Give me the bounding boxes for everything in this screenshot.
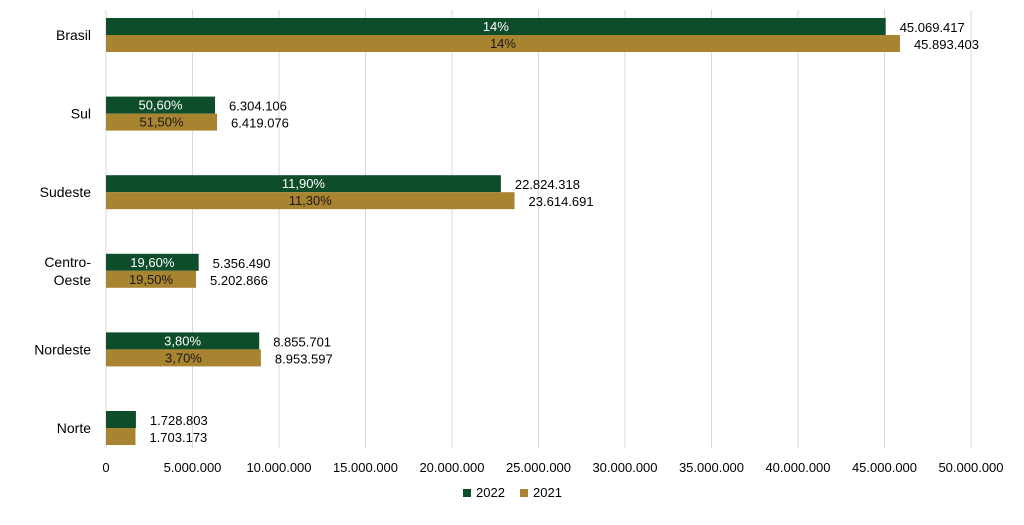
x-tick-label: 50.000.000 xyxy=(938,460,1003,475)
legend: 2022 2021 xyxy=(463,485,562,500)
bar-value-label: 8.855.701 xyxy=(273,334,331,349)
legend-label: 2022 xyxy=(476,485,505,500)
bar-2021 xyxy=(106,35,900,52)
bar-percent-label: 50,60% xyxy=(138,98,183,113)
bars: 14% 45.069.417 14% 45.893.403 50,60% 6.304.10… xyxy=(106,18,979,445)
bar-percent-label: 14% xyxy=(490,36,516,51)
bar-percent-label: 19,60% xyxy=(130,255,175,270)
x-axis-ticks: 0 5.000.000 10.000.000 15.000.000 20.000.000… xyxy=(102,460,1003,475)
bar-2022 xyxy=(106,96,216,114)
bar-percent-label: 51,50% xyxy=(139,115,184,130)
bar-2022 xyxy=(106,18,886,35)
bar-2022 xyxy=(106,175,501,193)
bar-value-label: 5.202.866 xyxy=(210,273,268,288)
bar-2021 xyxy=(106,113,218,131)
x-tick-label: 5.000.000 xyxy=(164,460,222,475)
bar-2022 xyxy=(106,332,260,350)
x-tick-label: 30.000.000 xyxy=(592,460,657,475)
legend-swatch xyxy=(463,489,471,497)
bar-percent-label: 11,90% xyxy=(282,176,326,191)
x-tick-label: 10.000.000 xyxy=(246,460,311,475)
bar-value-label: 22.824.318 xyxy=(515,177,580,192)
bar-2021 xyxy=(106,192,515,210)
category-label: Centro- xyxy=(44,254,91,270)
bar-percent-label: 3,80% xyxy=(164,333,201,348)
x-tick-label: 25.000.000 xyxy=(506,460,571,475)
category-label: Norte xyxy=(57,420,91,436)
bar-percent-label: 14% xyxy=(483,19,509,34)
bar-value-label: 5.356.490 xyxy=(213,256,271,271)
category-labels: Brasil Sul Sudeste Centro- Oeste Nordeste Nort… xyxy=(34,27,91,436)
bar-2022 xyxy=(106,253,199,271)
bar-2022 xyxy=(106,411,136,428)
bar-value-label: 23.614.691 xyxy=(529,194,594,209)
x-tick-label: 15.000.000 xyxy=(333,460,398,475)
bar-2021 xyxy=(106,428,136,445)
bar-value-label: 1.728.803 xyxy=(150,413,208,428)
bar-value-label: 45.069.417 xyxy=(900,20,965,35)
bar-percent-label: 19,50% xyxy=(129,272,174,287)
bar-percent-label: 3,70% xyxy=(165,350,202,365)
category-label: Brasil xyxy=(56,27,91,43)
category-label: Nordeste xyxy=(34,341,91,357)
x-tick-label: 20.000.000 xyxy=(419,460,484,475)
bar-2021 xyxy=(106,349,261,367)
bar-value-label: 6.419.076 xyxy=(231,116,289,131)
legend-label: 2021 xyxy=(533,485,562,500)
x-tick-label: 35.000.000 xyxy=(679,460,744,475)
bar-2021 xyxy=(106,270,197,288)
x-tick-label: 0 xyxy=(102,460,109,475)
legend-swatch xyxy=(520,489,528,497)
x-tick-label: 45.000.000 xyxy=(852,460,917,475)
category-label: Sul xyxy=(71,106,91,122)
bar-value-label: 8.953.597 xyxy=(275,351,333,366)
bar-percent-label: 11,30% xyxy=(289,193,333,208)
category-label: Sudeste xyxy=(40,184,92,200)
x-tick-label: 40.000.000 xyxy=(765,460,830,475)
category-label: Oeste xyxy=(54,272,92,288)
gridlines xyxy=(105,10,972,448)
bar-value-label: 45.893.403 xyxy=(914,37,979,52)
bar-value-label: 1.703.173 xyxy=(149,430,207,445)
bar-value-label: 6.304.106 xyxy=(229,99,287,114)
